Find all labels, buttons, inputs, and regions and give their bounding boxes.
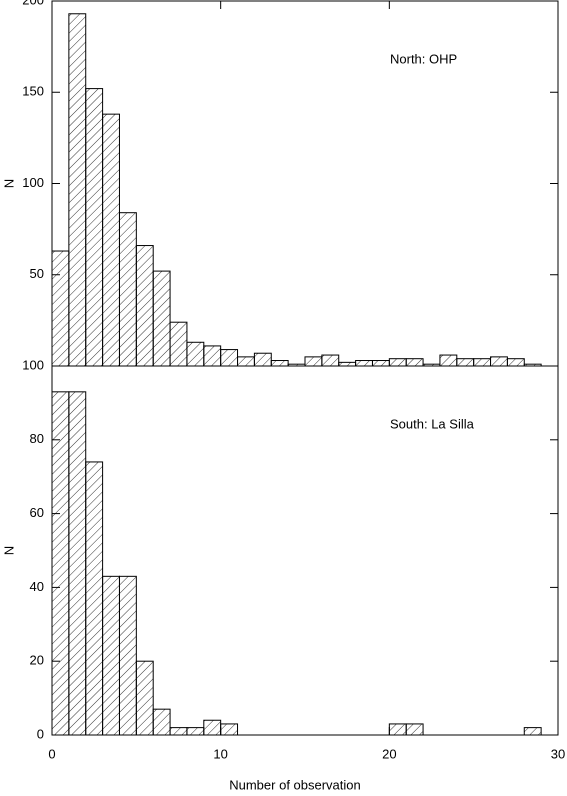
y-tick-label: 100 bbox=[22, 357, 44, 372]
x-axis-label: Number of observation bbox=[229, 777, 361, 791]
y-tick-label: 150 bbox=[22, 84, 44, 99]
bar bbox=[338, 361, 357, 367]
bar bbox=[102, 575, 120, 736]
annotation: North: OHP bbox=[390, 51, 457, 66]
bar bbox=[85, 461, 104, 736]
x-tick-label: 30 bbox=[551, 746, 565, 761]
bar bbox=[85, 88, 104, 367]
bar bbox=[253, 352, 272, 367]
bar bbox=[51, 391, 70, 736]
bar bbox=[152, 270, 171, 367]
bar bbox=[456, 358, 475, 367]
x-tick-label: 20 bbox=[382, 746, 396, 761]
bar bbox=[152, 708, 171, 736]
bar bbox=[405, 723, 424, 736]
bar bbox=[169, 321, 188, 367]
annotation: South: La Silla bbox=[390, 416, 475, 431]
bar bbox=[102, 113, 120, 367]
y-tick-label: 0 bbox=[37, 726, 44, 741]
bar bbox=[506, 358, 525, 367]
y-tick-label: 60 bbox=[30, 505, 44, 520]
plot-frame bbox=[51, 365, 559, 736]
bar bbox=[186, 341, 205, 367]
bar bbox=[490, 356, 508, 367]
bar bbox=[68, 391, 87, 736]
bar bbox=[220, 349, 239, 367]
y-tick-label: 20 bbox=[30, 653, 44, 668]
y-tick-label: 50 bbox=[30, 266, 44, 281]
y-tick-label: 80 bbox=[30, 431, 44, 446]
bar bbox=[270, 360, 289, 367]
bar bbox=[203, 719, 222, 736]
y-axis-label: N bbox=[1, 546, 16, 555]
bar bbox=[118, 212, 137, 367]
y-tick-label: 200 bbox=[22, 0, 44, 7]
y-tick-label: 40 bbox=[30, 579, 44, 594]
y-tick-label: 100 bbox=[22, 175, 44, 190]
bar bbox=[186, 727, 205, 736]
bar bbox=[135, 245, 154, 367]
bar bbox=[523, 727, 542, 736]
y-axis-label: N bbox=[1, 179, 16, 188]
x-tick-label: 10 bbox=[213, 746, 227, 761]
bar bbox=[118, 575, 137, 736]
x-tick-label: 0 bbox=[48, 746, 55, 761]
bar bbox=[220, 723, 239, 736]
bar bbox=[304, 356, 323, 367]
bar bbox=[405, 358, 424, 367]
bar bbox=[439, 354, 458, 367]
bar bbox=[321, 354, 340, 367]
bar bbox=[51, 250, 70, 367]
bar bbox=[371, 360, 390, 367]
bar bbox=[473, 358, 492, 367]
bar bbox=[237, 356, 255, 367]
bar bbox=[388, 723, 407, 736]
bar bbox=[169, 727, 188, 736]
bar bbox=[203, 345, 222, 367]
bar bbox=[135, 660, 154, 736]
bar bbox=[68, 13, 87, 367]
bar bbox=[388, 358, 407, 367]
bar bbox=[355, 360, 373, 367]
